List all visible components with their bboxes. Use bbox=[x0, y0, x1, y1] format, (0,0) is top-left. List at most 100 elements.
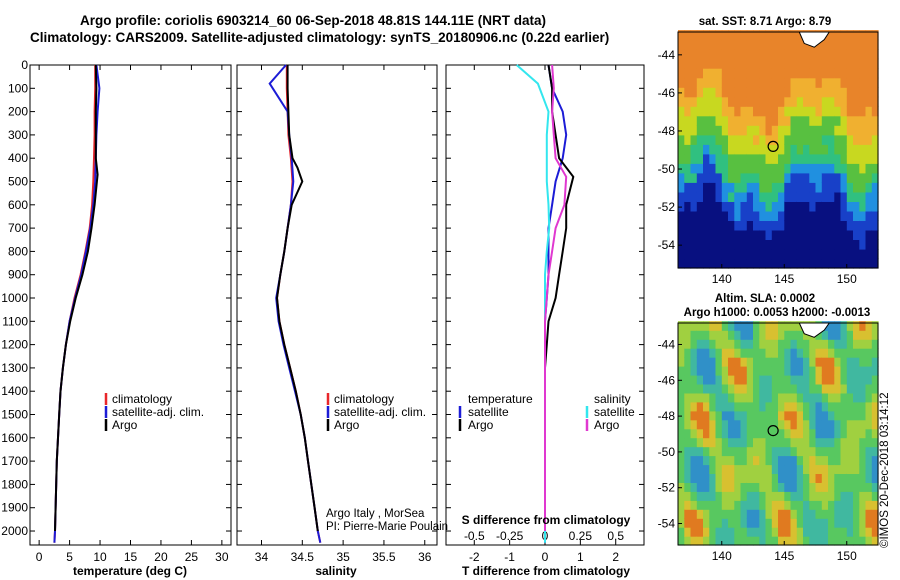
map-cell bbox=[778, 134, 785, 145]
map-cell bbox=[728, 410, 735, 421]
map-cell bbox=[815, 527, 823, 537]
map-cell bbox=[809, 210, 817, 221]
map-cell bbox=[865, 482, 873, 492]
map-cell bbox=[815, 518, 823, 528]
map-cell bbox=[846, 366, 854, 376]
map-cell bbox=[759, 210, 767, 221]
map-cell bbox=[696, 239, 704, 250]
map-cell bbox=[815, 125, 823, 136]
legend-climatology-label: climatology bbox=[334, 392, 394, 406]
map-cell bbox=[815, 374, 823, 385]
map-cell bbox=[678, 239, 685, 250]
map-cell bbox=[684, 58, 692, 69]
map-cell bbox=[784, 96, 792, 107]
map-cell bbox=[678, 509, 685, 519]
map-cell bbox=[846, 163, 854, 174]
map-cell bbox=[853, 500, 860, 510]
map-cell bbox=[684, 210, 692, 221]
map-cell bbox=[840, 437, 848, 448]
map-cell bbox=[715, 419, 723, 430]
map-cell bbox=[753, 58, 760, 69]
map-cell bbox=[678, 153, 685, 164]
map-cell bbox=[703, 87, 710, 98]
t-difference-axis-label: T difference from climatology bbox=[462, 564, 630, 578]
map-cell bbox=[778, 229, 785, 240]
map-cell bbox=[690, 518, 698, 528]
map-cell bbox=[746, 30, 754, 41]
map-cell bbox=[834, 455, 842, 466]
map-cell bbox=[746, 482, 754, 492]
map-cell bbox=[696, 68, 704, 79]
map-cell bbox=[703, 220, 710, 231]
map-cell bbox=[828, 172, 835, 183]
map-cell bbox=[703, 392, 710, 403]
map-cell bbox=[790, 30, 798, 41]
map-cell bbox=[759, 220, 767, 231]
y-tick-label: 1700 bbox=[1, 454, 28, 468]
map-cell bbox=[709, 77, 717, 88]
map-cell bbox=[840, 374, 848, 385]
map-cell bbox=[821, 428, 829, 439]
map-cell bbox=[740, 210, 748, 221]
map-cell bbox=[728, 419, 735, 430]
map-cell bbox=[840, 410, 848, 421]
map-cell bbox=[746, 473, 754, 483]
map-cell bbox=[759, 446, 767, 457]
map-cell bbox=[790, 134, 798, 145]
map-cell bbox=[815, 210, 823, 221]
map-cell bbox=[834, 383, 842, 394]
map-cell bbox=[840, 464, 848, 474]
map-cell bbox=[765, 58, 773, 69]
map-cell bbox=[865, 191, 873, 202]
map-cell bbox=[846, 321, 854, 331]
map-cell bbox=[865, 330, 873, 340]
map-cell bbox=[803, 374, 810, 385]
map-cell bbox=[759, 134, 767, 145]
map-cell bbox=[753, 455, 760, 466]
map-cell bbox=[759, 321, 767, 331]
map-cell bbox=[771, 401, 779, 412]
map-cell bbox=[746, 201, 754, 212]
map-cell bbox=[753, 446, 760, 457]
map-cell bbox=[865, 115, 873, 126]
map-cell bbox=[771, 239, 779, 250]
map-cell bbox=[740, 68, 748, 79]
map-cell bbox=[721, 30, 729, 41]
map-cell bbox=[690, 144, 698, 155]
map-cell bbox=[703, 239, 710, 250]
map-cell bbox=[753, 77, 760, 88]
legend-salinity-title: salinity bbox=[594, 392, 631, 406]
map-cell bbox=[678, 49, 685, 60]
map-cell bbox=[709, 357, 717, 367]
map-cell bbox=[796, 482, 804, 492]
map-cell bbox=[803, 428, 810, 439]
map-cell bbox=[759, 144, 767, 155]
map-cell bbox=[734, 77, 742, 88]
map-cell bbox=[871, 401, 879, 412]
map-cell bbox=[690, 49, 698, 60]
map-cell bbox=[828, 482, 835, 492]
map-cell bbox=[828, 500, 835, 510]
map-cell bbox=[790, 437, 798, 448]
map-cell bbox=[778, 473, 785, 483]
map-cell bbox=[740, 144, 748, 155]
map-cell bbox=[715, 201, 723, 212]
map-cell bbox=[821, 201, 829, 212]
map-cell bbox=[865, 357, 873, 367]
map-cell bbox=[853, 366, 860, 376]
map-cell bbox=[865, 536, 873, 546]
map-cell bbox=[871, 428, 879, 439]
map-cell bbox=[834, 210, 842, 221]
map-cell bbox=[790, 482, 798, 492]
map-cell bbox=[771, 383, 779, 394]
map-cell bbox=[696, 96, 704, 107]
map-cell bbox=[765, 392, 773, 403]
map-cell bbox=[790, 428, 798, 439]
map-cell bbox=[840, 106, 848, 117]
map-cell bbox=[865, 374, 873, 385]
map-cell bbox=[834, 172, 842, 183]
map-cell bbox=[709, 482, 717, 492]
map-cell bbox=[728, 366, 735, 376]
map-cell bbox=[678, 210, 685, 221]
map-cell bbox=[690, 527, 698, 537]
